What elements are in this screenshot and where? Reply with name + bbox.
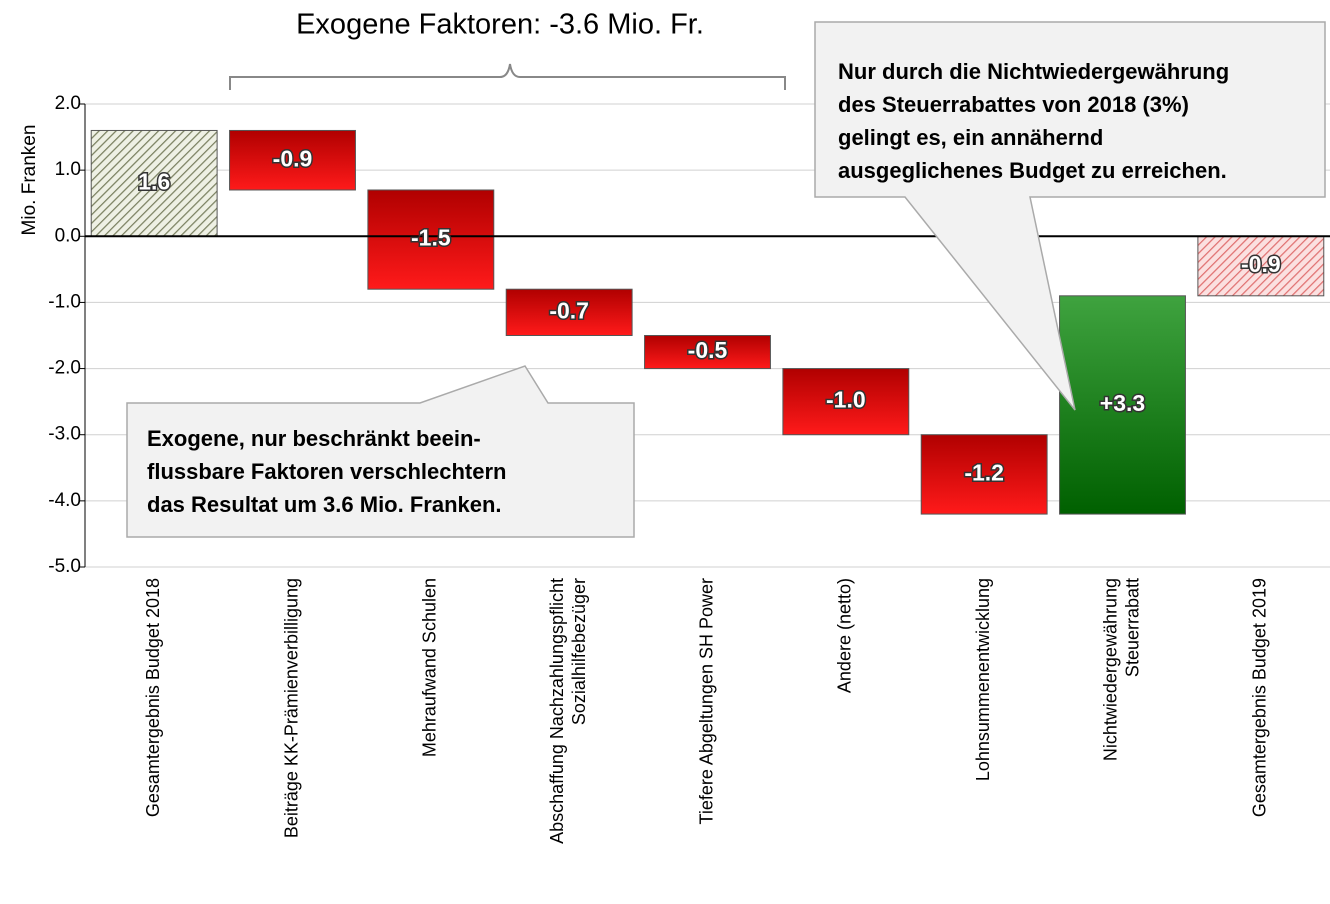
x-tick-label: Andere (netto) bbox=[835, 578, 855, 693]
value-label: -1.5 bbox=[411, 225, 451, 251]
bar bbox=[1059, 295, 1186, 515]
bar bbox=[367, 189, 495, 290]
plot: 2.0 1.0 0.0 -1.0 -2.0 -3.0 -4.0 -5.0 Gesamtergeb… bbox=[48, 93, 1330, 844]
annotation: Nur durch die Nichtwiedergewährung bbox=[838, 59, 1229, 84]
annotation: des Steuerrabattes von 2018 (3%) bbox=[838, 92, 1189, 117]
bar bbox=[505, 288, 633, 337]
y-axis-label: Mio. Franken bbox=[19, 125, 40, 236]
annotation: das Resultat um 3.6 Mio. Franken. bbox=[147, 492, 502, 517]
y-tick-label: -5.0 bbox=[48, 556, 81, 577]
bar bbox=[1197, 235, 1325, 297]
x-tick-label: Abschaffung Nachzahlungspflicht bbox=[547, 578, 567, 844]
value-label: +3.3 bbox=[1100, 390, 1145, 416]
y-tick-label: -4.0 bbox=[48, 490, 81, 511]
notes: Exogene, nur beschränkt beein-flussbare … bbox=[147, 59, 1229, 517]
callout bbox=[126, 365, 635, 538]
x-tick-label: Gesamtergebnis Budget 2019 bbox=[1250, 578, 1270, 817]
value-label: -1.0 bbox=[826, 387, 866, 413]
y-tick-label: 1.0 bbox=[55, 159, 81, 180]
x-tick-label: Mehraufwand Schulen bbox=[420, 578, 440, 757]
annotation: ausgeglichenes Budget zu erreichen. bbox=[838, 158, 1227, 183]
x-tick-label: Steuerrabatt bbox=[1122, 578, 1142, 677]
x-tick-label: Tiefere Abgeltungen SH Power bbox=[696, 578, 716, 824]
value-label: -0.7 bbox=[549, 297, 589, 323]
annotation: flussbare Faktoren verschlechtern bbox=[147, 459, 506, 484]
annotation: Exogene, nur beschränkt beein- bbox=[147, 426, 481, 451]
bar bbox=[90, 129, 218, 237]
value-label: -0.9 bbox=[273, 145, 313, 171]
annotation: gelingt es, ein annähernd bbox=[838, 125, 1103, 150]
bar bbox=[782, 368, 910, 436]
x-tick-label: Gesamtergebnis Budget 2018 bbox=[143, 578, 163, 817]
y-tick-label: -3.0 bbox=[48, 424, 81, 445]
y-tick-label: 0.0 bbox=[55, 225, 81, 246]
value-label: -0.9 bbox=[1241, 251, 1281, 277]
x-tick-label: Nichtwiedergewährung bbox=[1100, 578, 1120, 761]
value-label: 1.6 bbox=[138, 168, 170, 194]
x-tick-label: Lohnsummenentwicklung bbox=[973, 578, 993, 781]
value-label: -0.5 bbox=[688, 337, 728, 363]
y-tick-label: -2.0 bbox=[48, 358, 81, 379]
bar bbox=[920, 434, 1048, 515]
x-tick-label: Beiträge KK-Prämienverbilligung bbox=[281, 578, 301, 838]
x-tick-label: Sozialhilfebezüger bbox=[569, 578, 589, 725]
y-tick-label: 2.0 bbox=[55, 93, 81, 114]
bar bbox=[644, 335, 771, 370]
chart-title: Exogene Faktoren: -3.6 Mio. Fr. bbox=[296, 9, 704, 41]
callout bbox=[814, 21, 1326, 411]
bracket bbox=[229, 63, 786, 90]
y-tick-label: -1.0 bbox=[48, 291, 81, 312]
bar bbox=[229, 129, 356, 191]
value-label: -1.2 bbox=[964, 459, 1004, 485]
